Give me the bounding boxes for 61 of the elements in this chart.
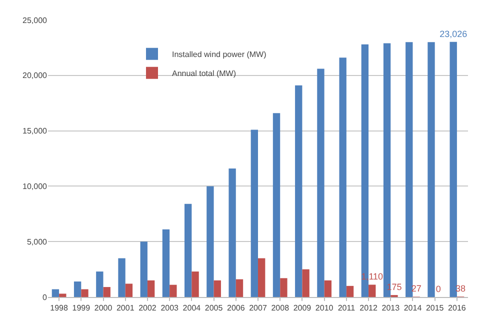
bar xyxy=(81,289,88,297)
y-tick-label: 0 xyxy=(42,292,48,302)
bar xyxy=(406,42,413,297)
bar xyxy=(295,85,302,297)
x-tick-label: 2008 xyxy=(271,304,290,313)
bar xyxy=(162,229,170,297)
bar xyxy=(346,286,354,297)
bar xyxy=(339,58,346,297)
bar xyxy=(214,280,221,297)
y-tick-label: 5,000 xyxy=(26,237,48,246)
bar xyxy=(280,278,288,297)
bar xyxy=(317,68,324,297)
bar xyxy=(96,272,104,297)
legend-label: Installed wind power (MW) xyxy=(172,50,267,60)
x-tick-label: 2012 xyxy=(360,304,378,313)
x-tick-label: 2016 xyxy=(448,304,466,313)
bar xyxy=(103,287,110,297)
bar xyxy=(324,280,332,297)
x-tick-label: 2011 xyxy=(338,304,356,313)
x-tick-label: 1998 xyxy=(50,304,68,313)
bar xyxy=(125,284,133,297)
bar xyxy=(140,242,148,297)
x-tick-label: 2010 xyxy=(315,304,334,313)
bar xyxy=(52,289,60,297)
x-tick-label: 2001 xyxy=(116,304,135,313)
bar xyxy=(74,281,82,297)
bar xyxy=(428,42,435,297)
data-label: 0 xyxy=(436,284,441,294)
bar xyxy=(272,113,280,297)
x-tick-label: 2006 xyxy=(226,304,246,313)
x-tick-label: 2000 xyxy=(94,304,113,313)
bar xyxy=(236,279,244,297)
bar xyxy=(450,42,457,297)
x-tick-label: 2003 xyxy=(160,304,180,313)
x-tick-label: 2014 xyxy=(404,304,422,313)
data-label: 23,026 xyxy=(440,28,468,39)
x-tick-label: 2002 xyxy=(138,304,157,313)
bar xyxy=(258,258,266,297)
x-tick-label: 2005 xyxy=(204,304,224,313)
bar xyxy=(250,130,258,297)
bar xyxy=(302,269,310,297)
x-tick-label: 2009 xyxy=(293,304,312,313)
x-tick-label: 2007 xyxy=(249,304,268,313)
y-tick-label: 20,000 xyxy=(22,71,48,80)
bar xyxy=(118,258,126,297)
bar xyxy=(206,186,214,297)
x-tick-label: 2015 xyxy=(426,304,444,313)
bar xyxy=(192,272,199,297)
bar xyxy=(228,168,236,297)
y-tick-label: 15,000 xyxy=(22,126,48,136)
legend-label: Annual total (MW) xyxy=(172,69,236,78)
bar xyxy=(368,284,376,297)
bar xyxy=(147,280,155,297)
bar xyxy=(184,204,192,297)
x-tick-label: 2013 xyxy=(382,304,400,313)
y-tick-label: 10,000 xyxy=(22,182,48,191)
bar xyxy=(59,294,66,297)
x-tick-label: 1999 xyxy=(72,304,91,313)
x-tick-label: 2004 xyxy=(182,304,202,313)
bar xyxy=(170,284,177,297)
y-tick-label: 25,000 xyxy=(22,16,48,25)
